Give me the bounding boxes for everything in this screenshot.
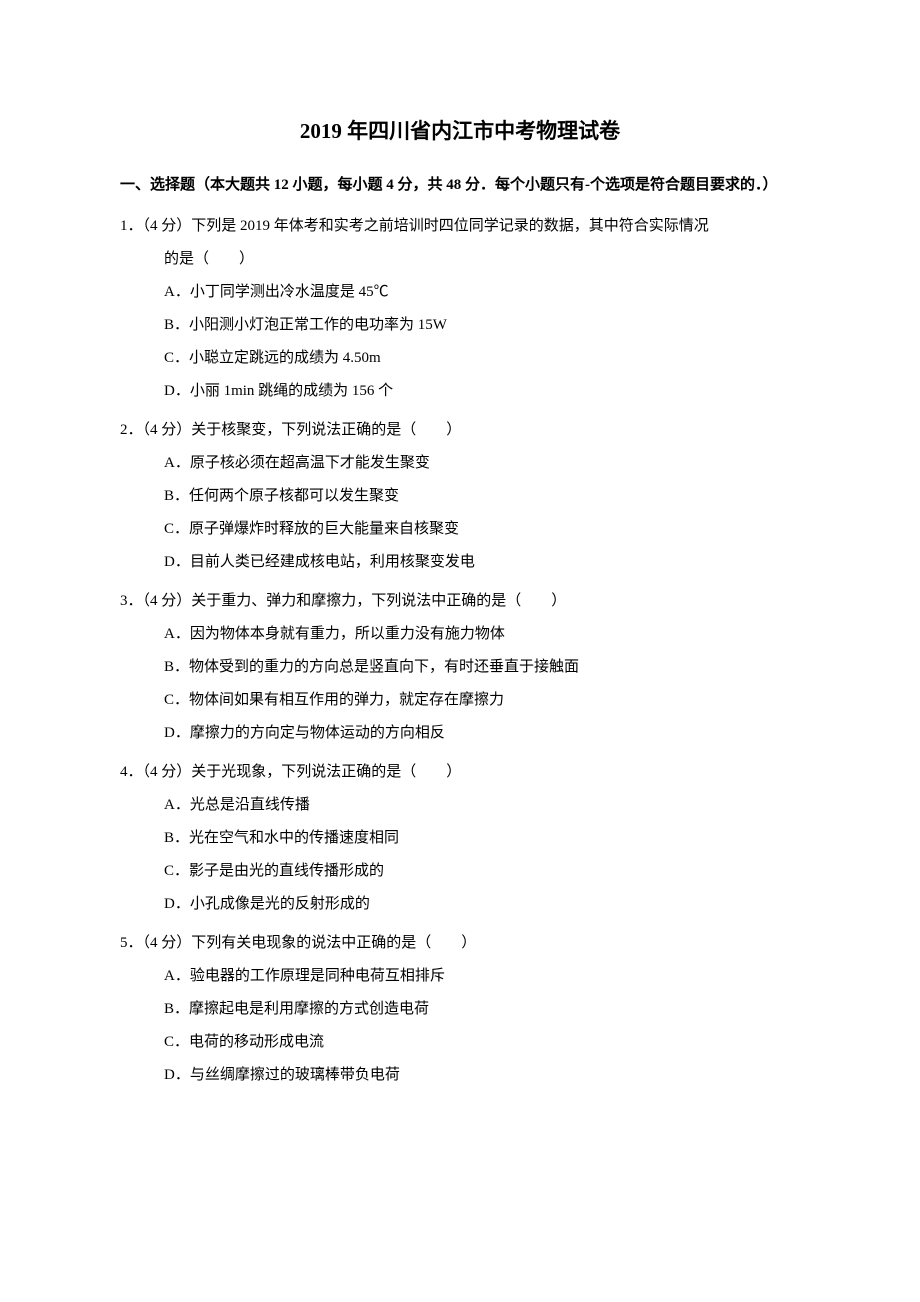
question-1: 1．（4 分）下列是 2019 年体考和实考之前培训时四位同学记录的数据，其中符… <box>120 210 800 408</box>
question-number: 4． <box>120 764 143 780</box>
question-text: 关于核聚变，下列说法正确的是（ ） <box>191 422 461 438</box>
question-3-option-a: A．因为物体本身就有重力，所以重力没有施力物体 <box>120 618 800 651</box>
question-2-option-b: B．任何两个原子核都可以发生聚变 <box>120 480 800 513</box>
question-5-option-c: C．电荷的移动形成电流 <box>120 1026 800 1059</box>
question-points: （4 分） <box>143 764 192 780</box>
question-5-option-a: A．验电器的工作原理是同种电荷互相排斥 <box>120 960 800 993</box>
question-text: 下列是 2019 年体考和实考之前培训时四位同学记录的数据，其中符合实际情况 <box>191 218 709 234</box>
question-4-option-c: C．影子是由光的直线传播形成的 <box>120 855 800 888</box>
question-5: 5．（4 分）下列有关电现象的说法中正确的是（ ） A．验电器的工作原理是同种电… <box>120 927 800 1092</box>
question-1-stem: 1．（4 分）下列是 2019 年体考和实考之前培训时四位同学记录的数据，其中符… <box>120 210 800 243</box>
question-4-stem: 4．（4 分）关于光现象，下列说法正确的是（ ） <box>120 756 800 789</box>
question-number: 3． <box>120 593 143 609</box>
question-1-option-a: A．小丁同学测出冷水温度是 45℃ <box>120 276 800 309</box>
question-1-option-c: C．小聪立定跳远的成绩为 4.50m <box>120 342 800 375</box>
section-1-header: 一、选择题（本大题共 12 小题，每小题 4 分，共 48 分．每个小题只有-个… <box>120 169 800 202</box>
question-text: 关于光现象，下列说法正确的是（ ） <box>191 764 461 780</box>
question-3-stem: 3．（4 分）关于重力、弹力和摩擦力，下列说法中正确的是（ ） <box>120 585 800 618</box>
question-4-option-b: B．光在空气和水中的传播速度相同 <box>120 822 800 855</box>
question-4: 4．（4 分）关于光现象，下列说法正确的是（ ） A．光总是沿直线传播 B．光在… <box>120 756 800 921</box>
question-points: （4 分） <box>143 593 192 609</box>
question-number: 1． <box>120 218 143 234</box>
question-4-option-d: D．小孔成像是光的反射形成的 <box>120 888 800 921</box>
question-5-stem: 5．（4 分）下列有关电现象的说法中正确的是（ ） <box>120 927 800 960</box>
question-1-option-d: D．小丽 1min 跳绳的成绩为 156 个 <box>120 375 800 408</box>
question-text: 关于重力、弹力和摩擦力，下列说法中正确的是（ ） <box>191 593 566 609</box>
exam-title: 2019 年四川省内江市中考物理试卷 <box>120 115 800 145</box>
question-points: （4 分） <box>143 218 192 234</box>
question-1-stem-cont: 的是（ ） <box>120 243 800 276</box>
question-2-option-a: A．原子核必须在超高温下才能发生聚变 <box>120 447 800 480</box>
question-text: 下列有关电现象的说法中正确的是（ ） <box>191 935 476 951</box>
question-points: （4 分） <box>143 935 192 951</box>
question-1-option-b: B．小阳测小灯泡正常工作的电功率为 15W <box>120 309 800 342</box>
question-5-option-d: D．与丝绸摩擦过的玻璃棒带负电荷 <box>120 1059 800 1092</box>
question-3-option-d: D．摩擦力的方向定与物体运动的方向相反 <box>120 717 800 750</box>
question-2-option-c: C．原子弹爆炸时释放的巨大能量来自核聚变 <box>120 513 800 546</box>
question-3-option-c: C．物体间如果有相互作用的弹力，就定存在摩擦力 <box>120 684 800 717</box>
question-number: 2． <box>120 422 143 438</box>
question-number: 5． <box>120 935 143 951</box>
question-2-stem: 2．（4 分）关于核聚变，下列说法正确的是（ ） <box>120 414 800 447</box>
question-points: （4 分） <box>143 422 192 438</box>
question-2-option-d: D．目前人类已经建成核电站，利用核聚变发电 <box>120 546 800 579</box>
question-4-option-a: A．光总是沿直线传播 <box>120 789 800 822</box>
question-3-option-b: B．物体受到的重力的方向总是竖直向下，有时还垂直于接触面 <box>120 651 800 684</box>
question-2: 2．（4 分）关于核聚变，下列说法正确的是（ ） A．原子核必须在超高温下才能发… <box>120 414 800 579</box>
question-5-option-b: B．摩擦起电是利用摩擦的方式创造电荷 <box>120 993 800 1026</box>
question-3: 3．（4 分）关于重力、弹力和摩擦力，下列说法中正确的是（ ） A．因为物体本身… <box>120 585 800 750</box>
